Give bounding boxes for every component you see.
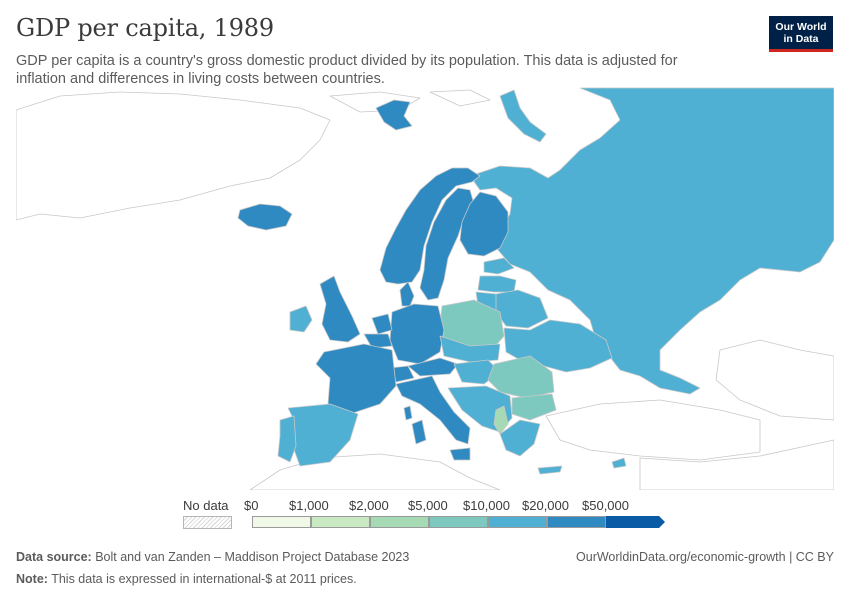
italy[interactable]: [395, 375, 471, 445]
cyprus[interactable]: [611, 457, 627, 469]
arctic-island-2[interactable]: [429, 89, 491, 107]
legend-bin-2[interactable]: [370, 516, 429, 528]
france[interactable]: [315, 343, 397, 415]
note-label: Note:: [16, 572, 48, 586]
legend-tick-6: $50,000: [582, 498, 629, 513]
corsica[interactable]: [403, 405, 413, 421]
legend-no-data-swatch[interactable]: [183, 516, 232, 529]
crete[interactable]: [537, 465, 563, 475]
legend-tick-2: $2,000: [349, 498, 389, 513]
legend-bin-4[interactable]: [488, 516, 547, 528]
latvia[interactable]: [477, 275, 517, 293]
novaya-zemlya[interactable]: [499, 89, 547, 143]
czechoslovakia[interactable]: [439, 335, 501, 363]
denmark[interactable]: [399, 281, 415, 307]
legend-bin-6[interactable]: [606, 516, 666, 528]
legend-tick-1: $1,000: [289, 498, 329, 513]
legend-tick-3: $5,000: [408, 498, 448, 513]
legend-tick-0: $0: [244, 498, 259, 513]
caucasus[interactable]: [715, 339, 834, 421]
middle-east[interactable]: [639, 439, 834, 490]
data-source: Data source: Bolt and van Zanden – Maddi…: [16, 550, 409, 564]
finland[interactable]: [459, 191, 509, 257]
iceland[interactable]: [237, 203, 293, 231]
legend-bin-0[interactable]: [252, 516, 311, 528]
greece[interactable]: [499, 419, 541, 457]
legend-bin-3[interactable]: [429, 516, 488, 528]
russia[interactable]: [469, 87, 834, 395]
germany[interactable]: [389, 303, 445, 365]
europe-map[interactable]: [16, 86, 834, 490]
note: Note: This data is expressed in internat…: [16, 572, 357, 586]
legend-bin-1[interactable]: [311, 516, 370, 528]
greenland-region[interactable]: [16, 91, 331, 221]
source-label: Data source:: [16, 550, 92, 564]
sardinia[interactable]: [411, 419, 427, 445]
portugal[interactable]: [277, 415, 297, 463]
united-kingdom[interactable]: [319, 275, 361, 343]
note-text: This data is expressed in international-…: [51, 572, 357, 586]
svalbard[interactable]: [375, 99, 413, 131]
turkey[interactable]: [545, 399, 761, 461]
norway[interactable]: [379, 167, 481, 285]
source-text[interactable]: Bolt and van Zanden – Maddison Project D…: [95, 550, 410, 564]
netherlands[interactable]: [371, 313, 393, 335]
owid-logo[interactable]: Our World in Data: [769, 16, 833, 52]
legend-no-data-label: No data: [183, 498, 229, 513]
logo-line-2: in Data: [783, 33, 819, 45]
austria[interactable]: [407, 357, 459, 377]
chart-title: GDP per capita, 1989: [16, 14, 274, 42]
albania[interactable]: [493, 405, 509, 435]
legend-bin-5[interactable]: [547, 516, 606, 528]
estonia[interactable]: [483, 257, 515, 275]
ireland[interactable]: [289, 305, 313, 333]
logo-line-1: Our World: [775, 21, 827, 33]
chart-subtitle: GDP per capita is a country's gross dome…: [16, 53, 678, 87]
owid-link[interactable]: OurWorldinData.org/economic-growth | CC …: [576, 550, 834, 564]
belarus[interactable]: [495, 289, 549, 329]
sicily[interactable]: [449, 447, 471, 461]
legend-tick-4: $10,000: [463, 498, 510, 513]
legend-tick-5: $20,000: [522, 498, 569, 513]
bulgaria[interactable]: [511, 393, 557, 421]
belgium[interactable]: [363, 333, 393, 349]
